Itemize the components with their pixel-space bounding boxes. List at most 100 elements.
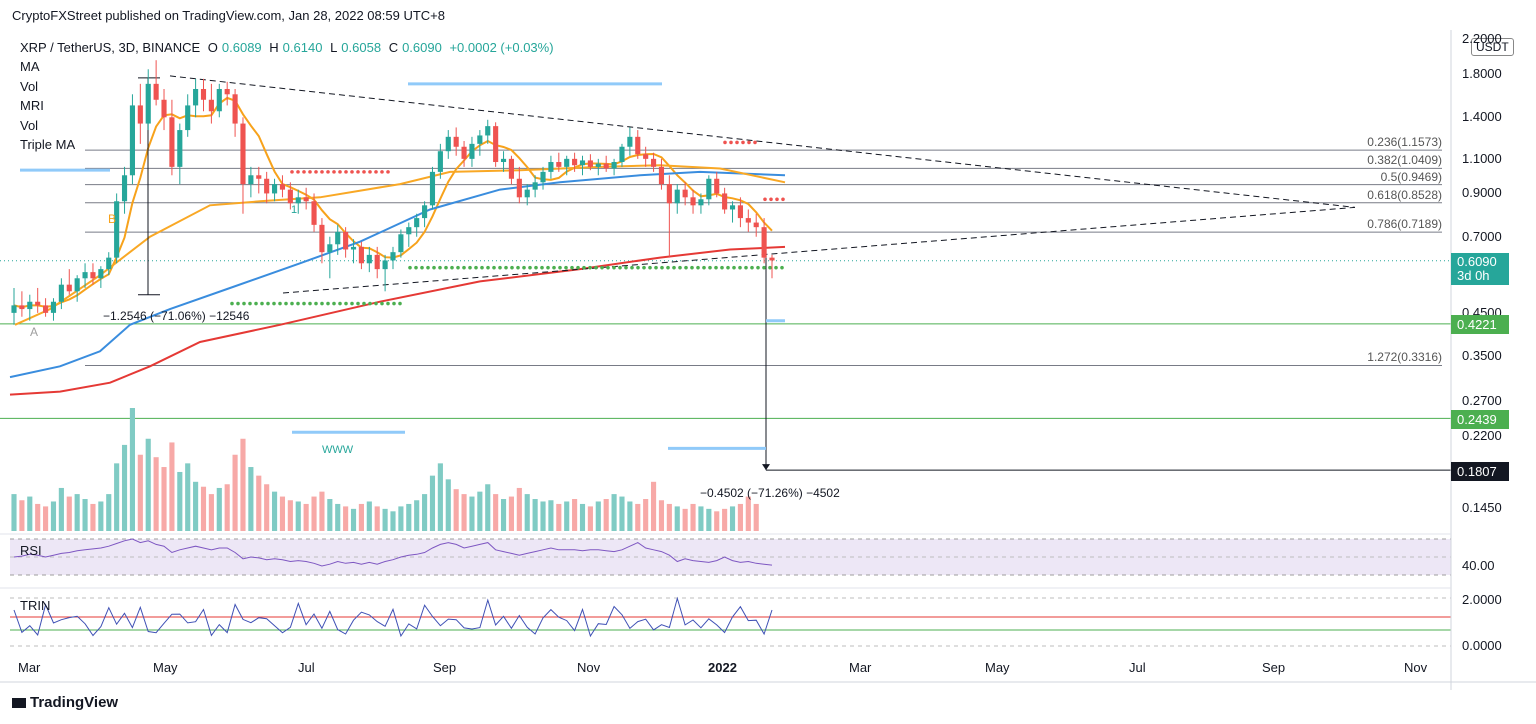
volume-bar [753,503,759,531]
signal-dot [546,265,550,270]
signal-dot [248,301,252,306]
signal-dot [612,265,616,270]
signal-dot [729,140,733,145]
indicator-triple-ma[interactable]: Triple MA [20,137,76,152]
level-badge-0.4221: 0.4221 [1451,315,1509,334]
signal-dot [290,170,294,174]
signal-dot [775,197,779,202]
signal-dot [588,265,592,270]
indicator-vol-2[interactable]: Vol [20,118,39,133]
candle-body [279,184,286,190]
rsi-line [13,538,773,567]
wave-label-b: B [108,212,117,226]
candle-body [619,146,625,163]
rsi-label[interactable]: RSI [20,543,42,558]
candle-body [422,205,428,219]
signal-dot [314,170,318,174]
signal-dot [492,265,496,270]
volume-bar [343,506,349,531]
signal-dot [296,301,300,306]
signal-dot [522,265,526,270]
volume-bar [540,501,546,531]
volume-bar [556,503,562,531]
signal-dot [684,265,688,270]
candle-body [11,305,17,313]
volume-bar [271,491,278,531]
ma-red-line [9,245,786,396]
rsi-pane [10,538,1451,576]
candle-body [698,199,704,206]
volume-bar [279,496,286,531]
candle-body [635,136,641,155]
candle-body [611,162,617,169]
candle-body [729,205,736,210]
fib-label: 0.382(1.0409) [1367,153,1442,168]
signal-dot [368,170,372,174]
signal-dot [266,301,270,306]
volume-bar [303,503,309,531]
candle-body [98,269,104,279]
last-price: 0.6090 [1457,254,1497,269]
signal-dot [380,170,384,174]
trin-label[interactable]: TRIN [20,598,51,613]
ohlc-legend: XRP / TetherUS, 3D, BINANCE O 0.6089 H 0.6… [20,40,554,55]
signal-dot [486,265,490,270]
volume-bar [714,511,720,531]
volume-bar [287,500,293,531]
signal-dot [432,265,436,270]
signal-dot [356,170,360,174]
volume-bar [572,499,578,531]
candle-body [414,218,420,228]
candle-body [114,201,120,258]
candle-body [682,189,688,198]
indicator-mri[interactable]: MRI [20,98,44,113]
volume-bar [461,494,467,531]
signal-dot [498,265,502,270]
signal-dot [702,265,706,270]
signal-dot [741,140,745,145]
fib-label: 0.5(0.9469) [1380,169,1442,184]
candle-body [556,162,562,167]
bar-countdown: 3d 0h [1457,268,1490,283]
signal-dot [420,265,424,270]
candle-body [43,305,49,313]
level-badge-0.2439: 0.2439 [1451,410,1509,429]
measure-right-label: −0.4502 (−71.26%) −4502 [700,486,840,500]
candle-body [374,254,380,270]
signal-dot [374,301,378,306]
volume-bar [429,475,436,531]
volume-bar [627,501,633,531]
x-tick-label: Sep [433,660,457,675]
volume-bar [129,408,136,531]
volume-bar [745,496,751,531]
signal-dot [594,265,598,270]
volume-bar [564,501,570,531]
candle-body [27,301,33,310]
signal-dot [564,265,568,270]
candle-body [469,143,475,159]
candle-body [287,189,293,204]
volume-bar [587,506,593,531]
signal-dot [726,265,730,270]
candle-body [248,175,254,185]
volume-bar [216,487,222,531]
volume-bar [398,506,404,531]
candle-body [224,88,230,95]
volume-bar [374,506,380,531]
signal-dot [254,301,258,306]
candle-body [485,126,491,136]
volume-bar [390,511,396,531]
currency-button[interactable]: USDT [1471,38,1514,56]
indicator-ma[interactable]: MA [20,59,40,74]
indicator-vol[interactable]: Vol [20,79,39,94]
signal-dot [660,265,664,270]
signal-dot [558,265,562,270]
symbol-title[interactable]: XRP / TetherUS, 3D, BINANCE [20,40,201,55]
signal-dot [606,265,610,270]
volume-bar [319,491,325,531]
signal-dot [278,301,282,306]
signal-dot [284,301,288,306]
signal-dot [230,301,234,306]
x-tick-label: Jul [1129,660,1146,675]
